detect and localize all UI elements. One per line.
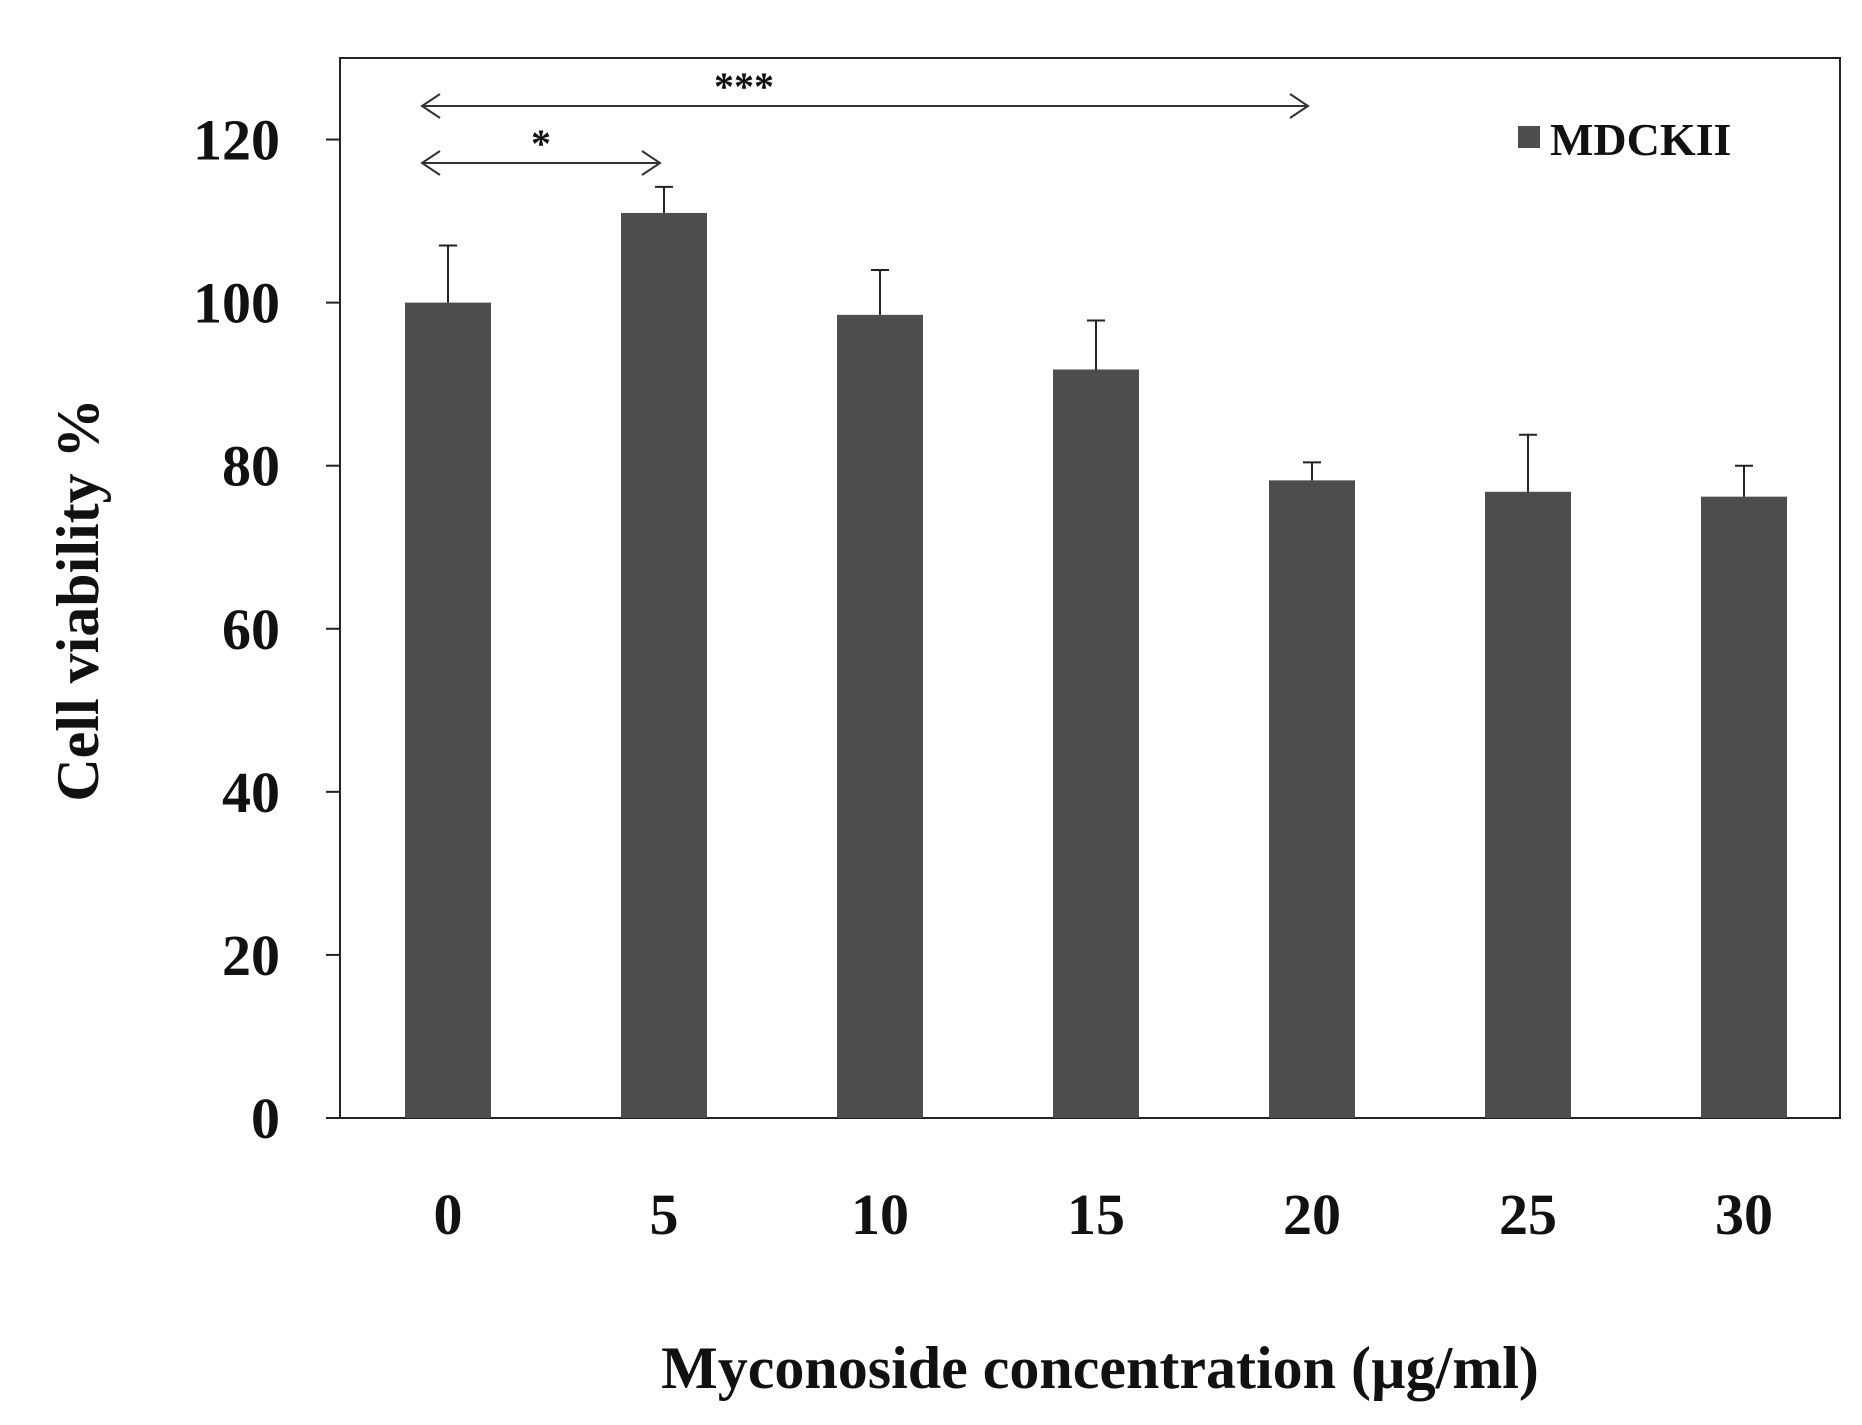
x-tick-label: 10 bbox=[851, 1182, 909, 1247]
y-tick-label: 20 bbox=[222, 923, 280, 988]
x-tick-label: 0 bbox=[434, 1182, 463, 1247]
x-tick-label: 20 bbox=[1283, 1182, 1341, 1247]
x-axis-title: Myconoside concentration (µg/ml) bbox=[661, 1335, 1539, 1401]
bar bbox=[621, 212, 707, 1118]
significance-label: * bbox=[531, 121, 551, 166]
y-tick-label: 120 bbox=[193, 108, 280, 173]
legend-swatch bbox=[1518, 126, 1540, 148]
bar bbox=[837, 314, 923, 1118]
y-tick-label: 60 bbox=[222, 597, 280, 662]
bar bbox=[1269, 480, 1355, 1118]
bar bbox=[1485, 491, 1571, 1118]
x-tick-label: 25 bbox=[1499, 1182, 1557, 1247]
arrow-left-icon bbox=[420, 150, 441, 176]
significance-label: *** bbox=[714, 64, 774, 109]
bar bbox=[1053, 369, 1139, 1118]
bar bbox=[1701, 496, 1787, 1119]
significance-bracket: * bbox=[420, 121, 662, 176]
legend: MDCKII bbox=[1518, 114, 1731, 165]
y-axis-title: Cell viability % bbox=[45, 398, 111, 801]
y-tick-label: 0 bbox=[251, 1086, 280, 1151]
x-tick-label: 15 bbox=[1067, 1182, 1125, 1247]
y-tick-label: 40 bbox=[222, 760, 280, 825]
bar bbox=[405, 302, 491, 1119]
y-tick-label: 80 bbox=[222, 434, 280, 499]
arrow-right-icon bbox=[1289, 93, 1310, 119]
y-tick-label: 100 bbox=[193, 271, 280, 336]
x-tick-label: 5 bbox=[650, 1182, 679, 1247]
significance-bracket: *** bbox=[420, 64, 1310, 119]
arrow-right-icon bbox=[641, 150, 662, 176]
x-tick-label: 30 bbox=[1715, 1182, 1773, 1247]
legend-label: MDCKII bbox=[1550, 114, 1731, 165]
arrow-left-icon bbox=[420, 93, 441, 119]
